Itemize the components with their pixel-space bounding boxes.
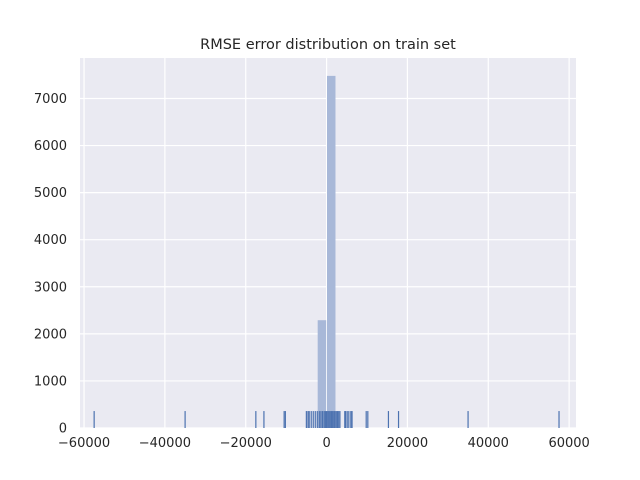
x-tick-label-5: 40000 xyxy=(468,436,509,451)
x-tick-label-6: 60000 xyxy=(548,436,589,451)
y-tick-label-3: 3000 xyxy=(34,280,67,295)
y-tick-label-6: 6000 xyxy=(34,139,67,154)
histogram-bars xyxy=(317,75,336,429)
x-tick-label-4: 20000 xyxy=(387,436,428,451)
y-tick-labels: 0 1000 2000 3000 4000 5000 6000 7000 xyxy=(34,92,67,437)
x-tick-label-0: −60000 xyxy=(58,436,110,451)
x-tick-labels: −60000 −40000 −20000 0 20000 40000 60000 xyxy=(58,436,590,451)
x-tick-label-3: 0 xyxy=(322,436,330,451)
histogram-bar-1 xyxy=(317,320,327,428)
y-tick-label-4: 4000 xyxy=(34,233,67,248)
histogram-bar-2 xyxy=(326,75,336,429)
y-tick-label-1: 1000 xyxy=(34,374,67,389)
chart-title: RMSE error distribution on train set xyxy=(200,37,456,53)
rug-marks xyxy=(93,411,560,428)
y-tick-label-2: 2000 xyxy=(34,327,67,342)
y-tick-label-0: 0 xyxy=(59,422,67,437)
x-tick-label-2: −20000 xyxy=(220,436,272,451)
x-tick-label-1: −40000 xyxy=(139,436,191,451)
y-tick-label-7: 7000 xyxy=(34,92,67,107)
y-tick-label-5: 5000 xyxy=(34,186,67,201)
